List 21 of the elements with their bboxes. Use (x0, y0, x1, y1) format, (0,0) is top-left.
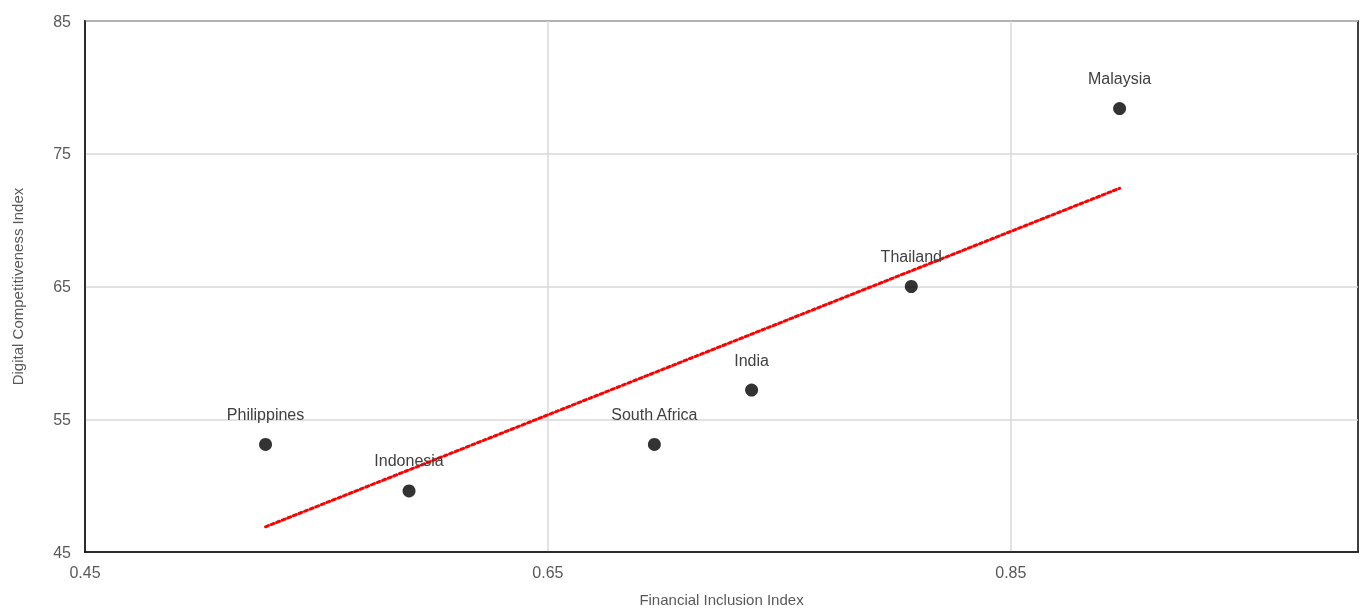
y-tick-label: 65 (53, 278, 72, 295)
annotation: India (734, 351, 770, 369)
x-axis-title: Financial Inclusion Index (639, 591, 805, 608)
y-tick-label: 75 (53, 145, 72, 163)
annotation: Philippines (226, 405, 305, 423)
annotation: Malaysia (1088, 70, 1152, 88)
y-tick-label: 45 (53, 543, 72, 561)
annotation: Thailand (880, 248, 942, 265)
annotation: South Africa (611, 405, 698, 423)
y-tick-label: 85 (53, 12, 72, 30)
point (745, 383, 759, 397)
point (259, 437, 273, 451)
x-tick-label: 0.45 (69, 563, 101, 581)
y-axis-title: Digital Competitiveness Index (9, 187, 26, 386)
point (1113, 102, 1127, 116)
x-tick-label: 0.65 (532, 563, 564, 581)
point (402, 484, 416, 498)
x-tick-label: 0.85 (995, 563, 1027, 581)
point (904, 280, 918, 293)
point (647, 437, 661, 451)
y-tick-label: 55 (53, 410, 72, 428)
